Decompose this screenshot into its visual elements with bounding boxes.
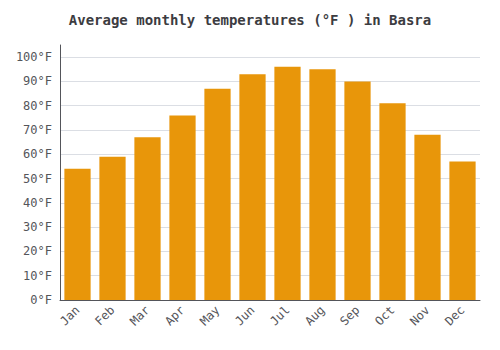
svg-text:80°F: 80°F [23, 99, 52, 113]
svg-text:Mar: Mar [127, 303, 152, 328]
svg-text:30°F: 30°F [23, 220, 52, 234]
svg-text:Average monthly temperatures (: Average monthly temperatures (°F ) in Ba… [69, 12, 431, 28]
svg-text:May: May [197, 303, 222, 328]
svg-text:20°F: 20°F [23, 244, 52, 258]
svg-text:Jan: Jan [57, 303, 82, 328]
svg-text:50°F: 50°F [23, 172, 52, 186]
svg-text:Dec: Dec [442, 303, 467, 328]
svg-text:Feb: Feb [92, 303, 117, 328]
svg-text:40°F: 40°F [23, 196, 52, 210]
svg-text:Jul: Jul [267, 303, 292, 328]
svg-text:0°F: 0°F [30, 293, 52, 307]
svg-text:60°F: 60°F [23, 147, 52, 161]
svg-text:100°F: 100°F [16, 50, 52, 64]
svg-text:Apr: Apr [162, 303, 187, 328]
svg-text:Sep: Sep [337, 303, 362, 328]
svg-text:Oct: Oct [372, 303, 397, 328]
svg-text:Aug: Aug [302, 303, 327, 328]
svg-text:Nov: Nov [407, 303, 432, 328]
svg-text:70°F: 70°F [23, 123, 52, 137]
svg-text:10°F: 10°F [23, 269, 52, 283]
svg-text:90°F: 90°F [23, 74, 52, 88]
svg-text:Jun: Jun [232, 303, 257, 328]
